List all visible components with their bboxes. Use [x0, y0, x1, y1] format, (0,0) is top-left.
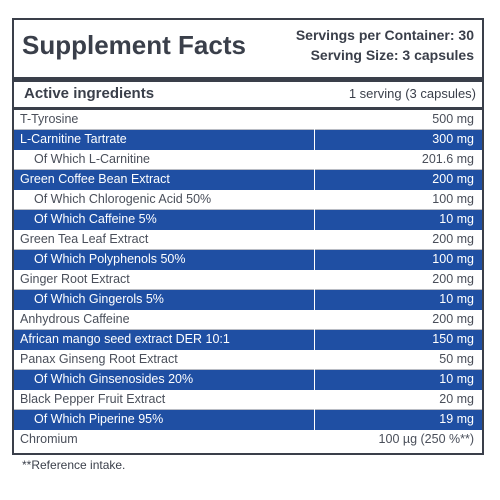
table-row: L-Carnitine Tartrate 300 mg	[14, 130, 482, 150]
panel-header: Supplement Facts Servings per Container:…	[14, 20, 482, 77]
table-row: Of Which L-Carnitine 201.6 mg	[14, 150, 482, 170]
ingredient-amount: 201.6 mg	[421, 152, 474, 166]
table-row: Ginger Root Extract 200 mg	[14, 270, 482, 290]
servings-info: Servings per Container: 30 Serving Size:…	[296, 25, 474, 65]
ingredient-amount: 10 mg	[439, 292, 474, 306]
panel-title: Supplement Facts	[22, 30, 246, 60]
ingredient-amount: 19 mg	[439, 412, 474, 426]
ingredient-name: Panax Ginseng Root Extract	[20, 352, 178, 366]
ingredient-name: Green Tea Leaf Extract	[20, 232, 149, 246]
serving-column-label: 1 serving (3 capsules)	[348, 86, 476, 101]
ingredient-table: T-Tyrosine 500 mg L-Carnitine Tartrate 3…	[14, 110, 482, 450]
ingredient-name: T-Tyrosine	[20, 112, 79, 126]
ingredient-name: Chromium	[20, 432, 78, 446]
active-ingredients-label: Active ingredients	[24, 85, 155, 102]
ingredient-name: Black Pepper Fruit Extract	[20, 392, 166, 406]
ingredient-name: Of Which Chlorogenic Acid 50%	[34, 192, 212, 206]
serving-size: Serving Size: 3 capsules	[310, 47, 474, 63]
ingredient-name: Of Which Piperine 95%	[34, 412, 164, 426]
ingredient-amount: 150 mg	[432, 332, 474, 346]
ingredient-name: L-Carnitine Tartrate	[20, 132, 127, 146]
ingredient-name: Of Which L-Carnitine	[34, 152, 151, 166]
table-row: Green Coffee Bean Extract 200 mg	[14, 170, 482, 190]
column-header: Active ingredients 1 serving (3 capsules…	[14, 82, 482, 106]
ingredient-name: African mango seed extract DER 10:1	[20, 332, 230, 346]
ingredient-amount: 50 mg	[439, 352, 474, 366]
ingredient-name: Of Which Gingerols 5%	[34, 292, 164, 306]
ingredient-amount: 500 mg	[432, 112, 474, 126]
ingredient-amount: 300 mg	[432, 132, 474, 146]
ingredient-amount: 200 mg	[432, 312, 474, 326]
table-row: Chromium 100 µg (250 %**)	[14, 430, 482, 450]
ingredient-amount: 100 mg	[432, 252, 474, 266]
table-row: Of Which Gingerols 5% 10 mg	[14, 290, 482, 310]
ingredient-amount: 20 mg	[439, 392, 474, 406]
table-row: T-Tyrosine 500 mg	[14, 110, 482, 130]
ingredient-amount: 200 mg	[432, 172, 474, 186]
ingredient-name: Ginger Root Extract	[20, 272, 130, 286]
table-row: Of Which Polyphenols 50% 100 mg	[14, 250, 482, 270]
column-header-divider	[14, 107, 482, 110]
table-row: Of Which Piperine 95% 19 mg	[14, 410, 482, 430]
table-row: Of Which Ginsenosides 20% 10 mg	[14, 370, 482, 390]
ingredient-name: Of Which Ginsenosides 20%	[34, 372, 194, 386]
ingredient-amount: 10 mg	[439, 372, 474, 386]
ingredient-name: Of Which Polyphenols 50%	[34, 252, 186, 266]
ingredient-amount: 100 mg	[432, 192, 474, 206]
ingredient-amount: 200 mg	[432, 232, 474, 246]
ingredient-amount: 10 mg	[439, 212, 474, 226]
ingredient-name: Anhydrous Caffeine	[20, 312, 130, 326]
header-divider	[14, 77, 482, 82]
ingredient-amount: 100 µg (250 %**)	[378, 432, 474, 446]
supplement-facts-panel: Supplement Facts Servings per Container:…	[12, 18, 484, 455]
table-row: Green Tea Leaf Extract 200 mg	[14, 230, 482, 250]
table-row: Of Which Chlorogenic Acid 50% 100 mg	[14, 190, 482, 210]
table-row: African mango seed extract DER 10:1 150 …	[14, 330, 482, 350]
table-row: Black Pepper Fruit Extract 20 mg	[14, 390, 482, 410]
amount-column-divider	[314, 110, 315, 452]
reference-intake-footnote: **Reference intake.	[22, 458, 126, 472]
table-row: Anhydrous Caffeine 200 mg	[14, 310, 482, 330]
ingredient-amount: 200 mg	[432, 272, 474, 286]
ingredient-name: Green Coffee Bean Extract	[20, 172, 170, 186]
table-row: Panax Ginseng Root Extract 50 mg	[14, 350, 482, 370]
table-row: Of Which Caffeine 5% 10 mg	[14, 210, 482, 230]
ingredient-name: Of Which Caffeine 5%	[34, 212, 157, 226]
servings-per-container: Servings per Container: 30	[295, 27, 474, 43]
